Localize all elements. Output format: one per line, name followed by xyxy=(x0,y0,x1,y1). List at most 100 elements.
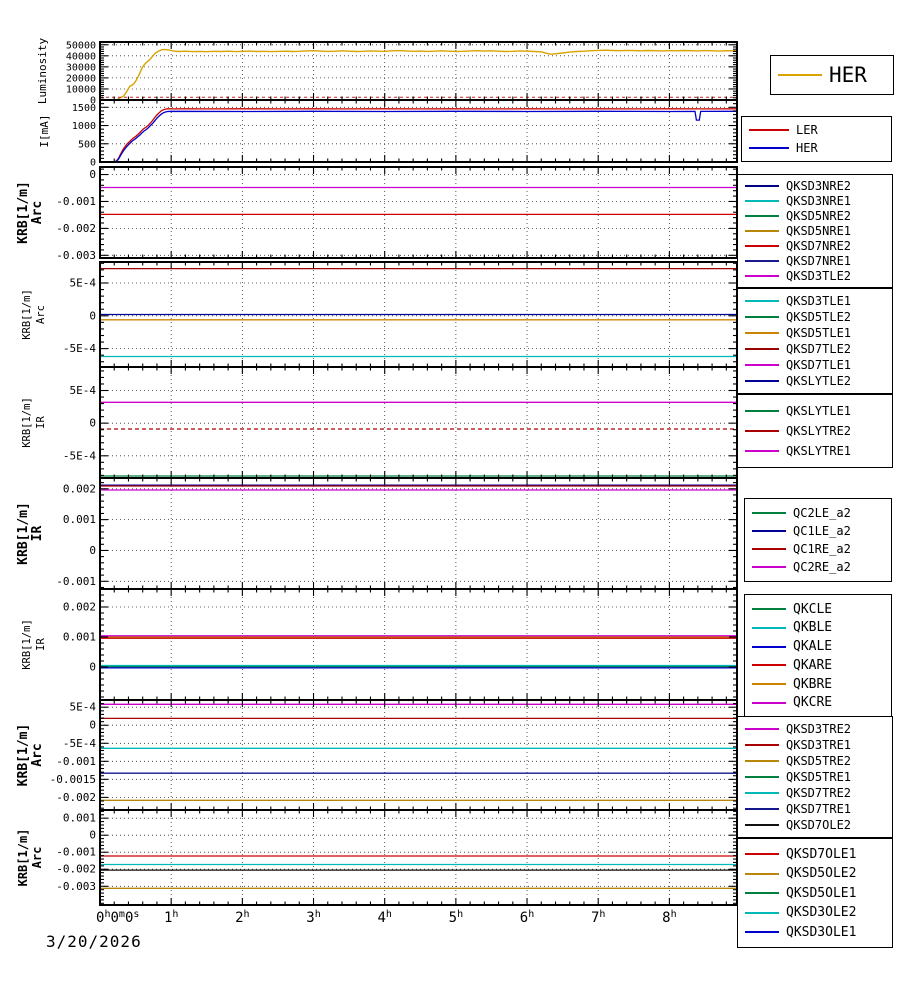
y-tick-label: 0 xyxy=(89,544,96,557)
y-tick-label: 0 xyxy=(89,309,96,322)
legend-item: QKSD5TRE2 xyxy=(738,755,892,767)
x-tick-label: 4h xyxy=(377,909,391,926)
legend-line-sample xyxy=(745,792,779,794)
legend-label: QC2LE_a2 xyxy=(793,506,851,520)
legend-line-sample xyxy=(745,230,779,232)
y-axis-title: KRB[1/m] xyxy=(21,289,33,340)
legend-label: QKSD3NRE1 xyxy=(786,194,852,208)
y-tick-label: 40000 xyxy=(66,51,96,62)
legend-label: HER xyxy=(796,140,818,155)
legend-line-sample xyxy=(752,608,786,611)
x-tick-label: 1h xyxy=(164,909,178,926)
series-group xyxy=(100,48,737,100)
legend-item: QKSD3OLE1 xyxy=(738,926,892,939)
legend-line-sample xyxy=(745,200,779,202)
y-tick-label: 0.001 xyxy=(63,812,96,825)
legend-line-sample xyxy=(745,931,779,933)
chart-panel-krb-arc-tre: 5E-4 0 -5E-4 -0.001 -0.0015 -0.002 KRB[1/m] Arc xyxy=(16,699,738,811)
legend-item: QKSD5NRE1 xyxy=(738,225,892,237)
legend-label: QC1RE_a2 xyxy=(793,542,851,556)
legend-item: QKSD5TLE2 xyxy=(738,311,892,323)
y-axis-title: Arc xyxy=(30,743,45,766)
y-tick-label: -0.002 xyxy=(56,791,96,804)
legend-label: QKBLE xyxy=(793,620,833,636)
legend-item: QKSD3TLE1 xyxy=(738,295,892,307)
legend-label: QKSD7OLE2 xyxy=(786,818,852,832)
legend-label: QKSD3OLE1 xyxy=(786,924,857,940)
legend-arc-tle: QKSD3TLE1 QKSD5TLE2 QKSD5TLE1 QKSD7TLE2 QKSD… xyxy=(737,288,893,394)
legend-line-sample xyxy=(745,348,779,350)
series-group xyxy=(100,267,737,358)
legend-label: QKCRE xyxy=(793,695,833,711)
legend-item: QKSD5TRE1 xyxy=(738,771,892,783)
date-label: 3/20/2026 xyxy=(46,932,142,951)
legend-current: LER HER xyxy=(741,116,892,162)
legend-label: QKSD5TLE1 xyxy=(786,326,852,340)
y-tick-label: 0 xyxy=(89,829,96,842)
series-HER xyxy=(100,110,737,162)
legend-item: QC1RE_a2 xyxy=(745,543,891,555)
legend-label: QKSD3NRE2 xyxy=(786,179,852,193)
legend-item: HER xyxy=(742,142,891,154)
y-tick-label: 500 xyxy=(78,139,96,150)
legend-label: QKSLYTRE2 xyxy=(786,424,852,438)
legend-ir-qc: QC2LE_a2 QC1LE_a2 QC1RE_a2 QC2RE_a2 xyxy=(744,498,892,582)
legend-line-sample xyxy=(745,450,779,452)
legend-arc-nre: QKSD3NRE2 QKSD3NRE1 QKSD5NRE2 QKSD5NRE1 QKSD… xyxy=(737,174,893,288)
legend-line-sample xyxy=(745,410,779,412)
y-tick-label: 0.002 xyxy=(63,601,96,614)
legend-line-sample xyxy=(745,776,779,778)
legend-label: QKSD7TRE1 xyxy=(786,802,852,816)
legend-item: QKCLE xyxy=(745,603,891,616)
legend-item: QKSD3NRE1 xyxy=(738,195,892,207)
legend-ir-qk: QKCLE QKBLE QKALE QKARE QKBRE QKCRE xyxy=(744,594,892,718)
legend-item: QKSD7TRE1 xyxy=(738,803,892,815)
legend-label: QKSD5NRE2 xyxy=(786,209,852,223)
legend-item: QC2LE_a2 xyxy=(745,507,891,519)
y-tick-label: 0 xyxy=(89,719,96,732)
legend-label: QKCLE xyxy=(793,601,833,617)
legend-item: QKSD7OLE1 xyxy=(738,848,892,861)
y-tick-label: 10000 xyxy=(66,85,96,96)
legend-item: QKSD3NRE2 xyxy=(738,180,892,192)
legend-item: QKSD3TRE1 xyxy=(738,739,892,751)
legend-line-sample xyxy=(745,300,779,302)
y-tick-label: 50000 xyxy=(66,40,96,51)
legend-line-sample xyxy=(745,275,779,277)
legend-label: LER xyxy=(796,123,818,138)
legend-label: HER xyxy=(829,62,867,87)
legend-line-sample xyxy=(752,566,786,568)
series-group xyxy=(100,810,737,889)
legend-line-sample xyxy=(745,380,779,382)
legend-item: QC2RE_a2 xyxy=(745,561,891,573)
y-tick-label: -0.001 xyxy=(56,195,96,208)
y-axis-title: KRB[1/m] xyxy=(16,829,30,887)
legend-line-sample xyxy=(778,74,822,76)
y-tick-label: -0.002 xyxy=(56,863,96,876)
legend-luminosity: HER xyxy=(770,55,894,95)
y-tick-label: -0.002 xyxy=(56,222,96,235)
legend-item: QC1LE_a2 xyxy=(745,525,891,537)
legend-line-sample xyxy=(752,683,786,686)
y-axis-title: Arc xyxy=(35,305,47,324)
legend-item: QKSD5OLE1 xyxy=(738,887,892,900)
legend-line-sample xyxy=(745,911,779,914)
legend-line-sample xyxy=(745,316,779,318)
legend-line-sample xyxy=(745,760,779,762)
series-LER xyxy=(100,108,737,162)
legend-label: QKSD5NRE1 xyxy=(786,224,852,238)
y-tick-label: 0 xyxy=(89,417,96,430)
legend-label: QKSD7NRE2 xyxy=(786,239,852,253)
legend-line-sample xyxy=(752,626,786,629)
legend-item: QKSD7NRE1 xyxy=(738,255,892,267)
legend-item: QKSLYTLE1 xyxy=(738,405,892,417)
legend-label: QKBRE xyxy=(793,676,833,692)
y-axis-title: IR xyxy=(30,526,45,542)
legend-label: QKALE xyxy=(793,639,833,655)
chart-panel-krb-ir-qc: 0.002 0.001 0 -0.001 KRB[1/m] IR xyxy=(16,477,738,590)
y-axis-title: KRB[1/m] xyxy=(16,502,31,565)
y-tick-label: -0.0015 xyxy=(50,773,96,786)
y-tick-label: 20000 xyxy=(66,73,96,84)
legend-line-sample xyxy=(745,245,779,247)
